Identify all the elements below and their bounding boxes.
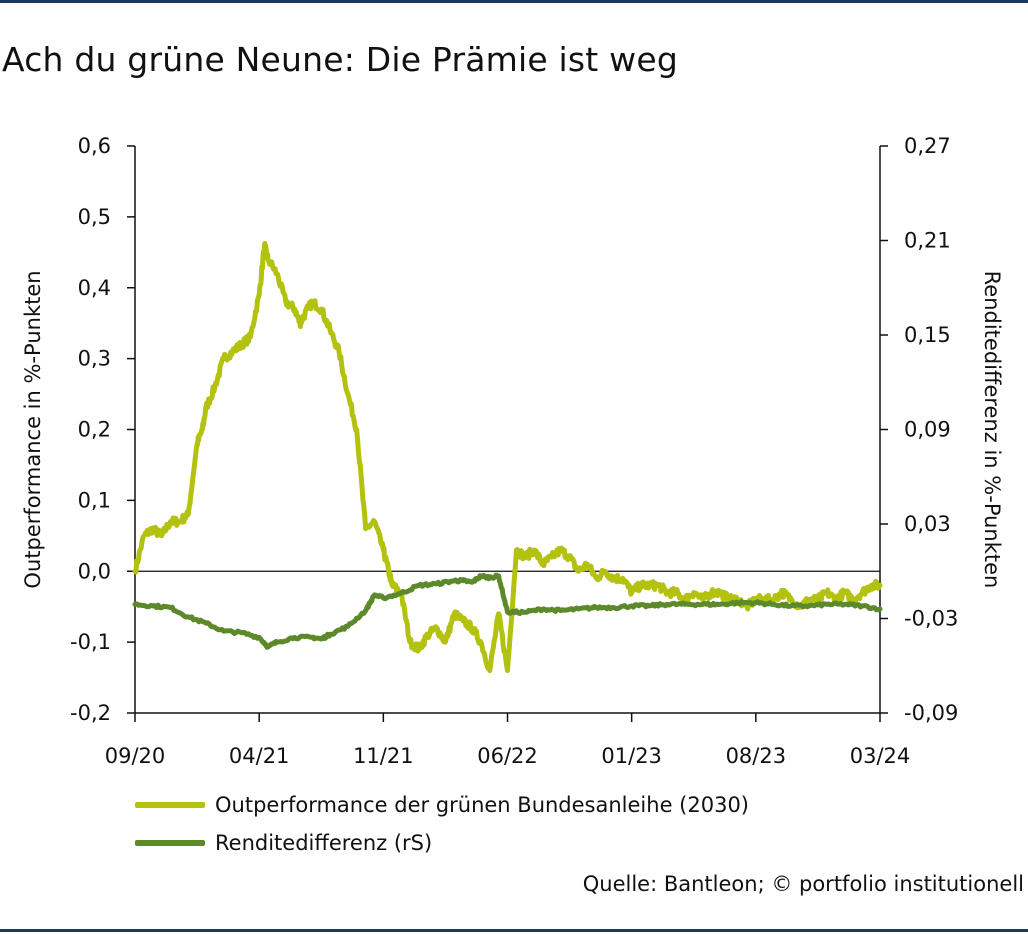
- y-tick-label-right: 0,27: [904, 134, 951, 158]
- legend: Outperformance der grünen Bundesanleihe …: [135, 786, 749, 862]
- y-tick-label-right: 0,03: [904, 512, 951, 536]
- y-tick-label-left: -0,2: [70, 701, 111, 725]
- series-line-renditedifferenz: [132, 572, 883, 650]
- x-tick-label: 08/23: [726, 744, 787, 768]
- y-tick-label-left: 0,6: [78, 134, 111, 158]
- legend-swatch-renditedifferenz: [135, 840, 205, 846]
- top-rule: [0, 0, 1028, 3]
- y-tick-label-left: 0,3: [78, 347, 111, 371]
- source-note: Quelle: Bantleon; © portfolio institutio…: [582, 872, 1024, 896]
- y-tick-label-right: -0,09: [904, 701, 958, 725]
- y-tick-label-left: 0,1: [78, 488, 111, 512]
- x-tick-label: 11/21: [353, 744, 414, 768]
- y-tick-label-left: -0,1: [70, 630, 111, 654]
- y-tick-label-left: 0,0: [78, 559, 111, 583]
- legend-label-outperformance: Outperformance der grünen Bundesanleihe …: [215, 793, 750, 817]
- y-tick-label-left: 0,2: [78, 418, 111, 442]
- chart-canvas: 0,6 0,5 0,4 0,3 0,2 0,1 0,0 -0,1 -0,2 0,27 0,21 0,1…: [21, 134, 1004, 768]
- y-axis-title-right: Renditedifferenz in %-Punkten: [980, 271, 1004, 589]
- y-tick-label-right: -0,03: [904, 607, 958, 631]
- y-tick-label-right: 0,09: [904, 418, 951, 442]
- x-tick-label: 06/22: [477, 744, 538, 768]
- legend-swatch-outperformance: [135, 802, 205, 808]
- legend-item-renditedifferenz: Renditedifferenz (rS): [135, 824, 749, 862]
- x-tick-label: 03/24: [850, 744, 911, 768]
- y-tick-label-left: 0,4: [78, 276, 111, 300]
- y-axis-title-left: Outperformance in %-Punkten: [21, 270, 45, 588]
- legend-item-outperformance: Outperformance der grünen Bundesanleihe …: [135, 786, 749, 824]
- y-tick-label-right: 0,21: [904, 229, 951, 253]
- bottom-rule: [0, 929, 1028, 932]
- x-tick-label: 09/20: [105, 744, 166, 768]
- chart-title: Ach du grüne Neune: Die Prämie ist weg: [2, 40, 678, 79]
- y-tick-label-left: 0,5: [78, 205, 111, 229]
- x-tick-label: 04/21: [229, 744, 290, 768]
- legend-label-renditedifferenz: Renditedifferenz (rS): [215, 831, 433, 855]
- y-tick-label-right: 0,15: [904, 323, 951, 347]
- x-tick-label: 01/23: [601, 744, 662, 768]
